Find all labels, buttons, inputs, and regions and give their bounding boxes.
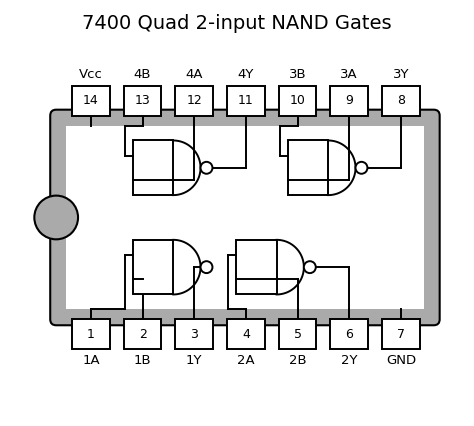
- FancyBboxPatch shape: [50, 109, 440, 325]
- Text: 7400 Quad 2-input NAND Gates: 7400 Quad 2-input NAND Gates: [82, 14, 392, 33]
- Bar: [227, 320, 265, 349]
- Circle shape: [356, 162, 367, 174]
- Bar: [72, 86, 110, 115]
- Bar: [124, 320, 162, 349]
- Bar: [382, 86, 420, 115]
- Text: 1Y: 1Y: [186, 354, 202, 367]
- Text: 2A: 2A: [237, 354, 255, 367]
- Bar: [330, 320, 368, 349]
- Bar: [175, 320, 213, 349]
- Circle shape: [34, 196, 78, 239]
- Text: 1: 1: [87, 328, 95, 341]
- Bar: [66, 126, 424, 309]
- Text: 14: 14: [83, 94, 99, 107]
- Text: 3A: 3A: [340, 68, 358, 81]
- Text: 5: 5: [293, 328, 301, 341]
- Text: 12: 12: [186, 94, 202, 107]
- Text: 4Y: 4Y: [238, 68, 254, 81]
- Text: 1B: 1B: [134, 354, 151, 367]
- Text: Vcc: Vcc: [79, 68, 103, 81]
- Text: 9: 9: [346, 94, 353, 107]
- Text: 3B: 3B: [289, 68, 306, 81]
- Bar: [72, 320, 110, 349]
- Bar: [288, 141, 328, 195]
- Text: 8: 8: [397, 94, 405, 107]
- Text: 4A: 4A: [185, 68, 203, 81]
- Bar: [330, 86, 368, 115]
- Text: 2Y: 2Y: [341, 354, 357, 367]
- Text: 4: 4: [242, 328, 250, 341]
- Bar: [227, 86, 265, 115]
- Text: 13: 13: [135, 94, 150, 107]
- Text: 2B: 2B: [289, 354, 306, 367]
- Circle shape: [201, 261, 212, 273]
- Text: 6: 6: [346, 328, 353, 341]
- Bar: [175, 86, 213, 115]
- Bar: [236, 240, 276, 294]
- Text: GND: GND: [386, 354, 416, 367]
- Circle shape: [304, 261, 316, 273]
- Bar: [382, 320, 420, 349]
- Text: 1A: 1A: [82, 354, 100, 367]
- Text: 7: 7: [397, 328, 405, 341]
- Text: 2: 2: [139, 328, 146, 341]
- Bar: [133, 141, 173, 195]
- Bar: [279, 320, 317, 349]
- Bar: [133, 240, 173, 294]
- Text: 11: 11: [238, 94, 254, 107]
- Text: 4B: 4B: [134, 68, 151, 81]
- Text: 10: 10: [290, 94, 306, 107]
- Text: 3: 3: [191, 328, 198, 341]
- Bar: [279, 86, 317, 115]
- Bar: [124, 86, 162, 115]
- Text: 3Y: 3Y: [392, 68, 409, 81]
- Circle shape: [201, 162, 212, 174]
